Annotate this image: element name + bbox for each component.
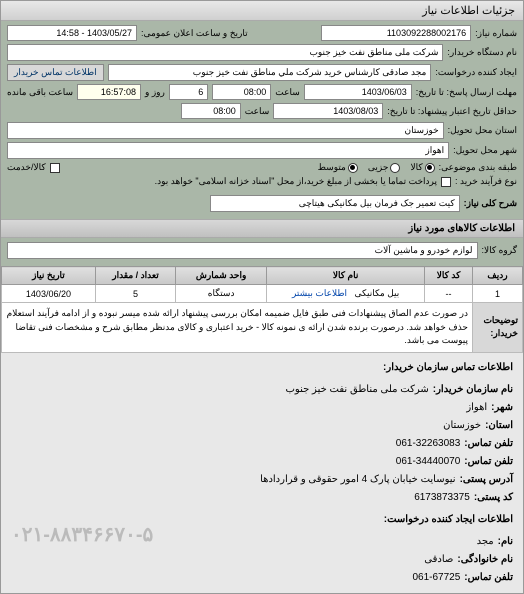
group-label: گروه کالا: xyxy=(482,245,517,256)
cell-name: بیل مکانیکی اطلاعات بیشتر xyxy=(267,285,425,303)
deadline-time: 08:00 xyxy=(212,84,271,100)
radio-dot-icon xyxy=(348,163,358,173)
cphone-value: 061-32263083 xyxy=(396,435,461,453)
days-label: روز و xyxy=(145,87,165,98)
checkbox-goods-service[interactable] xyxy=(50,163,60,173)
cprovince-label: استان: xyxy=(485,417,513,435)
header-title: جزئیات اطلاعات نیاز xyxy=(422,5,515,17)
col-idx: ردیف xyxy=(473,267,523,285)
cphone-label: تلفن تماس: xyxy=(464,435,513,453)
province-value: خوزستان xyxy=(7,122,444,139)
goods-section-header: اطلاعات کالاهای مورد نیاز xyxy=(1,219,523,238)
province-label: استان محل تحویل: xyxy=(448,125,517,136)
cell-qty: 5 xyxy=(95,285,175,303)
deadline-time-label: ساعت xyxy=(275,87,300,98)
table-desc-row: توضیحات خریدار: در صورت عدم الصاق پیشنها… xyxy=(2,303,523,353)
cpostal-label: کد پستی: xyxy=(474,489,513,507)
col-code: کد کالا xyxy=(425,267,473,285)
city-value: اهواز xyxy=(7,142,449,159)
payment-note: پرداخت تماما یا بخشی از مبلغ خرید،از محل… xyxy=(155,176,437,187)
radio-goods[interactable]: کالا xyxy=(410,162,434,173)
request-number-label: شماره نیاز: xyxy=(475,28,517,39)
table-header-row: ردیف کد کالا نام کالا واحد شمارش تعداد /… xyxy=(2,267,523,285)
cell-unit: دستگاه xyxy=(176,285,267,303)
col-date: تاریخ نیاز xyxy=(2,267,96,285)
request-number-value: 1103092288002176 xyxy=(321,25,471,41)
radio-medium[interactable]: متوسط xyxy=(318,162,358,173)
col-qty: تعداد / مقدار xyxy=(95,267,175,285)
city-label: شهر محل تحویل: xyxy=(453,145,517,156)
org-label: نام سازمان خریدار: xyxy=(433,381,513,399)
announce-label: تاریخ و ساعت اعلان عمومی: xyxy=(141,28,248,39)
org-value: شرکت ملی مناطق نفت خیز جنوب xyxy=(286,381,429,399)
desc-cell-label: توضیحات خریدار: xyxy=(473,303,523,353)
payment-checkbox[interactable] xyxy=(441,177,451,187)
clastname-label: نام خانوادگی: xyxy=(457,551,513,569)
cpostal-value: 6173873375 xyxy=(414,489,470,507)
radio-dot-icon xyxy=(425,163,435,173)
radio-dot-icon xyxy=(390,163,400,173)
col-name: نام کالا xyxy=(267,267,425,285)
cfax-label: تلفن تماس: xyxy=(464,453,513,471)
budget-radio-group: کالا جزیی متوسط xyxy=(318,162,435,173)
cname-label: نام: xyxy=(498,533,513,551)
details-link[interactable]: اطلاعات بیشتر xyxy=(292,288,347,298)
deadline-label: مهلت ارسال پاسخ: تا تاریخ: xyxy=(416,87,517,98)
announce-value: 1403/05/27 - 14:58 xyxy=(7,25,137,41)
remain-label: ساعت باقی مانده xyxy=(7,87,73,98)
ccphone-label: تلفن تماس: xyxy=(464,569,513,587)
validity-time-label: ساعت xyxy=(245,106,270,117)
clastname-value: صادقی xyxy=(424,551,453,569)
table-row: 1 -- بیل مکانیکی اطلاعات بیشتر دستگاه 5 … xyxy=(2,285,523,303)
contact-section: اطلاعات تماس سازمان خریدار: نام سازمان خ… xyxy=(1,353,523,593)
cname-value: مجد xyxy=(477,533,494,551)
watermark: ۰۲۱-۸۸۳۴۶۶۷۰-۵ xyxy=(11,517,153,553)
cell-date: 1403/06/20 xyxy=(2,285,96,303)
validity-label: حداقل تاریخ اعتبار پیشنهاد: تا تاریخ: xyxy=(387,106,517,117)
desc-label: شرح کلی نیاز: xyxy=(464,198,517,209)
cfax-value: 061-34440070 xyxy=(396,453,461,471)
col-unit: واحد شمارش xyxy=(176,267,267,285)
days-value: 6 xyxy=(169,84,208,100)
form-area: شماره نیاز: 1103092288002176 تاریخ و ساع… xyxy=(1,21,523,219)
ccity-label: شهر: xyxy=(491,399,513,417)
desc-value: کیت تعمیر جک فرمان بیل مکانیکی هیتاچی xyxy=(210,195,460,212)
checkbox-label: کالا/خدمت xyxy=(7,162,46,173)
ccity-value: اهواز xyxy=(466,399,487,417)
creator-value: مجد صادقی کارشناس خرید شرکت ملي مناطق نف… xyxy=(108,64,432,81)
caddress-value: نیوسایت خیابان پارک 4 امور حقوقی و قرارد… xyxy=(260,471,455,489)
payment-label: نوع فرآیند خرید : xyxy=(455,176,517,187)
caddress-label: آدرس پستی: xyxy=(460,471,513,489)
group-value: لوازم خودرو و ماشین آلات xyxy=(7,242,478,259)
deadline-date: 1403/06/03 xyxy=(304,84,412,100)
radio-service[interactable]: جزیی xyxy=(368,162,401,173)
ccphone-value: 061-67725 xyxy=(412,569,460,587)
budget-label: طبقه بندی موضوعی: xyxy=(439,162,517,173)
goods-table: ردیف کد کالا نام کالا واحد شمارش تعداد /… xyxy=(1,266,523,353)
cell-code: -- xyxy=(425,285,473,303)
buyer-org-value: شرکت ملی مناطق نفت خیز جنوب xyxy=(7,44,443,61)
creator-label: ایجاد کننده درخواست: xyxy=(435,67,517,78)
contact-button[interactable]: اطلاعات تماس خریدار xyxy=(7,64,104,81)
validity-time: 08:00 xyxy=(181,103,241,119)
page-header: جزئیات اطلاعات نیاز xyxy=(1,1,523,21)
cprovince-value: خوزستان xyxy=(443,417,481,435)
desc-cell-text: در صورت عدم الصاق پیشنهادات فنی طبق فایل… xyxy=(2,303,473,353)
remain-time: 16:57:08 xyxy=(77,84,141,100)
validity-date: 1403/08/03 xyxy=(273,103,383,119)
contact-title: اطلاعات تماس سازمان خریدار: xyxy=(11,359,513,377)
buyer-org-label: نام دستگاه خریدار: xyxy=(447,47,517,58)
cell-idx: 1 xyxy=(473,285,523,303)
